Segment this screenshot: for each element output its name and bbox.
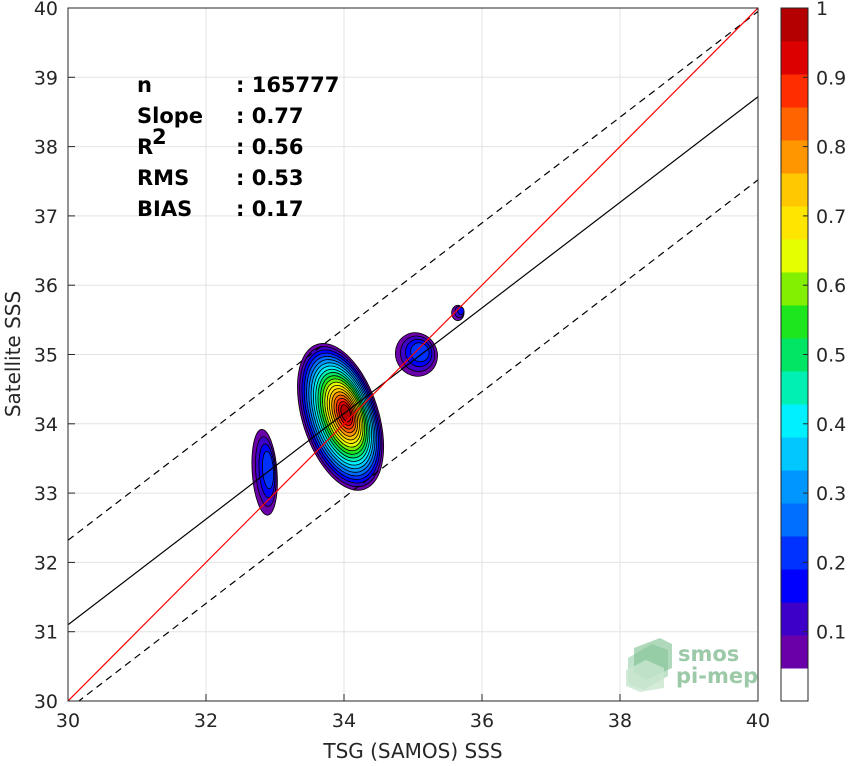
stat-value: : 0.53: [236, 166, 304, 190]
density-contour-level: [410, 342, 430, 363]
logo-line1: smos: [678, 642, 739, 666]
y-tick-label: 30: [34, 691, 58, 713]
y-tick-label: 36: [34, 275, 58, 297]
colorbar-band: [781, 107, 808, 141]
logo-line2: pi-mep: [676, 664, 758, 688]
colorbar-tick-label: 0.7: [816, 206, 846, 228]
stat-value: : 0.17: [236, 197, 304, 221]
colorbar-band: [781, 140, 808, 174]
colorbar-band: [781, 272, 808, 306]
colorbar-band: [781, 635, 808, 669]
x-tick-label: 36: [470, 710, 494, 732]
y-axis-ticks: 30 31 32 33 34 35 36 37 38 39 40: [34, 0, 75, 713]
grid: [67, 7, 759, 702]
stat-label: Slope: [137, 104, 203, 128]
colorbar-tick-label: 0.3: [816, 483, 846, 505]
colorbar-tick-label: 0.9: [816, 67, 846, 89]
stat-value: : 165777: [236, 73, 339, 97]
colorbar-band: [781, 437, 808, 471]
y-tick-label: 31: [34, 622, 58, 644]
colorbar-band: [781, 404, 808, 438]
colorbar-band: [781, 371, 808, 405]
colorbar-tick-label: 0.6: [816, 275, 846, 297]
y-axis-label: Satellite SSS: [1, 291, 25, 417]
colorbar-tick-label: 0.8: [816, 137, 846, 159]
colorbar-band: [781, 8, 808, 42]
y-tick-label: 39: [34, 67, 58, 89]
colorbar-band: [781, 536, 808, 570]
fit-upper-line: [68, 10, 758, 541]
colorbar-band: [781, 305, 808, 339]
colorbar-band: [781, 239, 808, 273]
colorbar-band: [781, 569, 808, 603]
y-tick-label: 32: [34, 552, 58, 574]
colorbar-band: [781, 74, 808, 108]
colorbar-tick-label: 0.5: [816, 345, 846, 367]
stat-superscript: 2: [152, 125, 167, 149]
colorbar-band: [781, 503, 808, 537]
colorbar-tick-label: 0.4: [816, 414, 846, 436]
stat-value: : 0.77: [236, 104, 304, 128]
colorbar-band: [781, 668, 808, 702]
x-tick-label: 40: [746, 710, 770, 732]
colorbar-band: [781, 470, 808, 504]
x-tick-label: 30: [56, 710, 80, 732]
identity-line: [68, 8, 758, 701]
x-tick-label: 34: [332, 710, 356, 732]
logo-mark-icon: [626, 638, 672, 692]
colorbar-band: [781, 41, 808, 75]
colorbar-tick-label: 0.1: [816, 622, 846, 644]
colorbar-tick-label: 1: [816, 0, 828, 20]
stat-label: BIAS: [137, 197, 192, 221]
regression-lines: [68, 8, 758, 701]
y-tick-label: 34: [34, 414, 58, 436]
stat-label: R: [137, 135, 153, 159]
colorbar-band: [781, 602, 808, 636]
x-tick-label: 38: [608, 710, 632, 732]
y-tick-label: 38: [34, 137, 58, 159]
y-tick-label: 35: [34, 345, 58, 367]
y-tick-label: 37: [34, 206, 58, 228]
stat-label: n: [137, 73, 152, 97]
colorbar-tick-label: 0.2: [816, 552, 846, 574]
colorbar-band: [781, 206, 808, 240]
smos-pimep-logo: smos pi-mep: [626, 638, 758, 692]
x-axis-ticks: 30 32 34 36 38 40: [56, 694, 770, 732]
colorbar-band: [781, 173, 808, 207]
statistics-box: n : 165777 Slope : 0.77 R2 : 0.56 RMS : 0.53 BIA…: [137, 73, 339, 221]
fit-lower-line: [77, 179, 758, 701]
fit-line: [68, 96, 758, 626]
x-tick-label: 32: [194, 710, 218, 732]
colorbar: 0.1 0.2 0.3 0.4 0.5 0.6 0.7 0.8 0.9 1: [780, 0, 846, 702]
density-contour-level: [262, 450, 275, 490]
y-tick-label: 40: [34, 0, 58, 20]
stat-value: : 0.56: [236, 135, 304, 159]
x-axis-label: TSG (SAMOS) SSS: [322, 739, 502, 763]
stat-label: RMS: [137, 166, 189, 190]
y-tick-label: 33: [34, 483, 58, 505]
